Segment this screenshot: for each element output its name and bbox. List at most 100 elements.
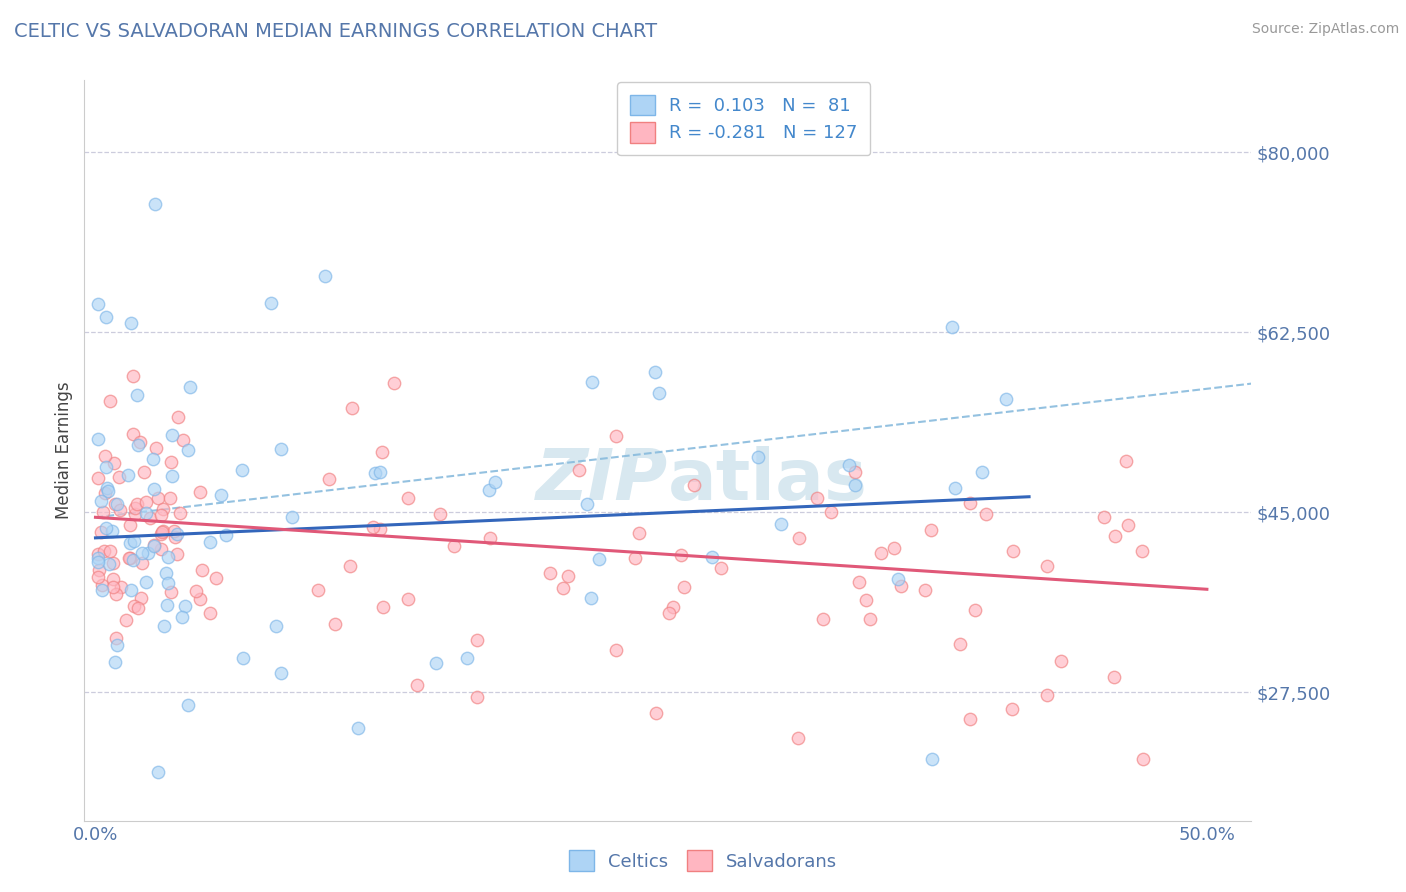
- Point: [86, 297, 108, 311]
- Point: [93, 544, 115, 558]
- Point: [107, 470, 129, 484]
- Point: [136, 545, 159, 559]
- Point: [166, 547, 188, 561]
- Point: [575, 497, 598, 511]
- Point: [104, 631, 127, 645]
- Point: [568, 463, 591, 477]
- Point: [198, 534, 221, 549]
- Text: CELTIC VS SALVADORAN MEDIAN EARNINGS CORRELATION CHART: CELTIC VS SALVADORAN MEDIAN EARNINGS COR…: [14, 22, 657, 41]
- Point: [149, 508, 172, 522]
- Point: [146, 491, 169, 506]
- Point: [105, 638, 128, 652]
- Point: [188, 592, 211, 607]
- Text: atlas: atlas: [668, 446, 868, 515]
- Point: [260, 296, 283, 310]
- Point: [848, 574, 870, 589]
- Point: [396, 491, 419, 505]
- Point: [373, 600, 395, 615]
- Point: [152, 501, 174, 516]
- Point: [94, 521, 117, 535]
- Point: [177, 443, 200, 458]
- Point: [628, 525, 651, 540]
- Point: [382, 376, 405, 390]
- Point: [91, 505, 114, 519]
- Point: [129, 434, 152, 449]
- Point: [96, 481, 118, 495]
- Point: [135, 506, 157, 520]
- Point: [1116, 518, 1139, 533]
- Point: [127, 600, 149, 615]
- Point: [134, 465, 156, 479]
- Point: [1001, 543, 1024, 558]
- Point: [150, 525, 173, 540]
- Point: [156, 598, 179, 612]
- Point: [160, 585, 183, 599]
- Point: [581, 591, 603, 605]
- Point: [465, 633, 488, 648]
- Point: [87, 563, 110, 577]
- Point: [156, 549, 179, 564]
- Point: [270, 442, 292, 457]
- Point: [131, 546, 153, 560]
- Point: [125, 497, 148, 511]
- Point: [443, 540, 465, 554]
- Point: [806, 491, 828, 505]
- Point: [98, 558, 121, 572]
- Point: [198, 606, 221, 620]
- Point: [339, 559, 361, 574]
- Point: [152, 524, 174, 538]
- Point: [361, 519, 384, 533]
- Point: [914, 582, 936, 597]
- Point: [371, 445, 394, 459]
- Point: [87, 471, 110, 485]
- Point: [86, 555, 108, 569]
- Point: [662, 599, 685, 614]
- Point: [124, 501, 146, 516]
- Point: [959, 712, 981, 726]
- Point: [172, 610, 194, 624]
- Point: [883, 541, 905, 556]
- Point: [820, 505, 842, 519]
- Point: [118, 536, 141, 550]
- Point: [770, 516, 793, 531]
- Point: [363, 466, 385, 480]
- Point: [232, 651, 254, 665]
- Point: [323, 617, 346, 632]
- Point: [425, 656, 447, 670]
- Point: [747, 450, 769, 465]
- Point: [101, 573, 124, 587]
- Point: [153, 619, 176, 633]
- Point: [1049, 654, 1071, 668]
- Point: [191, 563, 214, 577]
- Point: [87, 432, 110, 446]
- Legend: Celtics, Salvadorans: Celtics, Salvadorans: [561, 843, 845, 879]
- Point: [1035, 688, 1057, 702]
- Point: [118, 517, 141, 532]
- Point: [90, 582, 112, 597]
- Point: [115, 613, 138, 627]
- Point: [683, 478, 706, 492]
- Point: [869, 546, 891, 560]
- Point: [125, 388, 148, 402]
- Point: [478, 531, 501, 545]
- Point: [214, 528, 236, 542]
- Point: [398, 591, 420, 606]
- Point: [1115, 454, 1137, 468]
- Point: [145, 441, 167, 455]
- Point: [103, 457, 125, 471]
- Point: [166, 527, 188, 541]
- Point: [96, 310, 118, 324]
- Point: [87, 547, 110, 561]
- Point: [97, 484, 120, 499]
- Point: [148, 765, 170, 780]
- Point: [855, 593, 877, 607]
- Point: [605, 643, 627, 657]
- Point: [1001, 701, 1024, 715]
- Point: [844, 465, 866, 479]
- Point: [813, 612, 835, 626]
- Point: [231, 463, 253, 477]
- Point: [86, 551, 108, 566]
- Point: [104, 655, 127, 669]
- Point: [122, 599, 145, 613]
- Point: [557, 569, 579, 583]
